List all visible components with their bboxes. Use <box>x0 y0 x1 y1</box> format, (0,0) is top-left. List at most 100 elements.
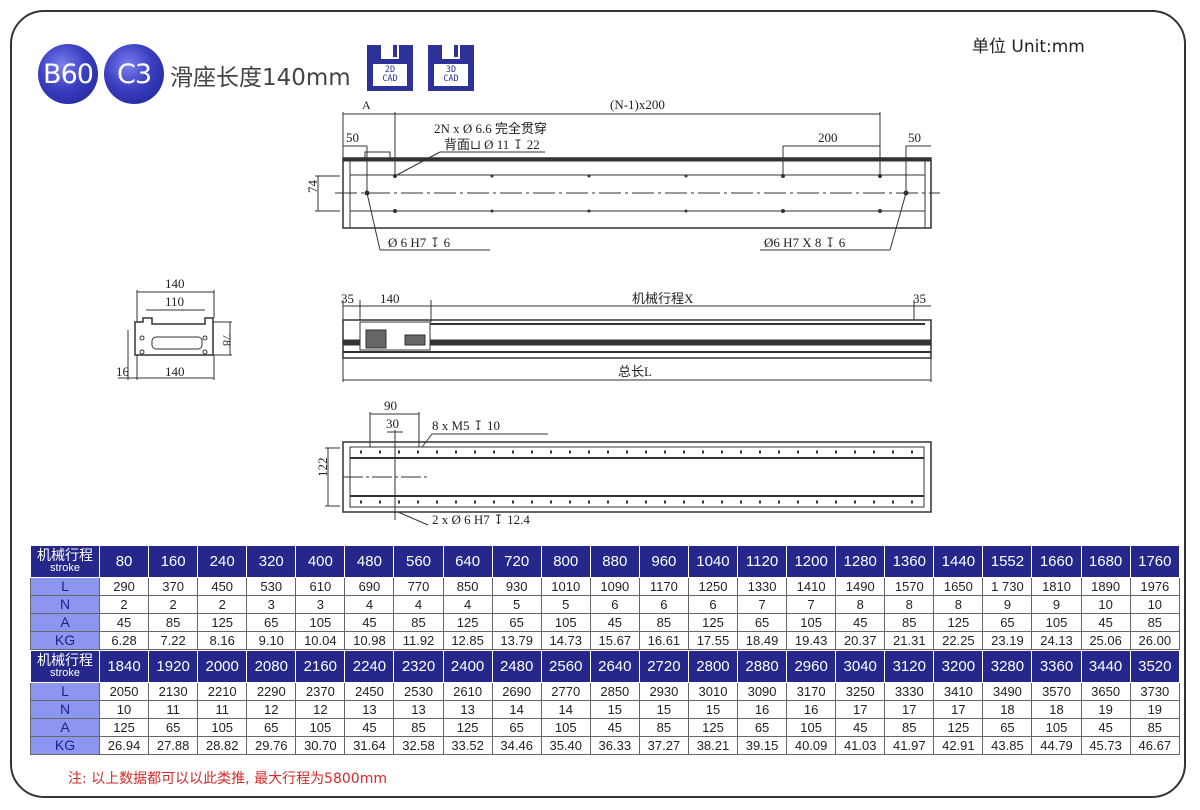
l-cell: 3730 <box>1129 682 1181 701</box>
n-cell: 10 <box>98 700 150 719</box>
stroke-cell: 2160 <box>295 650 346 683</box>
stroke-cell: 80 <box>98 545 150 578</box>
row-label: KG <box>30 631 100 650</box>
stroke-label-cn: 机械行程 <box>37 546 93 563</box>
l-cell: 2850 <box>589 682 640 701</box>
l-cell: 1010 <box>540 577 591 596</box>
stroke-cell: 2320 <box>393 650 444 683</box>
a-cell: 125 <box>933 613 984 632</box>
hole-note-1: 2N x Ø 6.6 完全贯穿 <box>434 121 547 136</box>
n-cell: 4 <box>393 595 444 614</box>
kg-cell: 30.70 <box>295 736 346 755</box>
a-cell: 125 <box>687 613 739 632</box>
end-dim-110: 110 <box>165 294 184 309</box>
l-cell: 290 <box>98 577 150 596</box>
a-cell: 65 <box>491 718 542 737</box>
l-cell: 1410 <box>786 577 837 596</box>
n-cell: 12 <box>246 700 297 719</box>
stroke-cell: 3440 <box>1080 650 1131 683</box>
stroke-header: 机械行程 stroke <box>30 545 100 578</box>
cad-2d-button[interactable]: 2D CAD <box>367 45 413 91</box>
kg-cell: 37.27 <box>638 736 689 755</box>
bottom-dim-90: 90 <box>384 398 397 413</box>
stroke-cell: 320 <box>246 545 297 578</box>
l-cell: 2050 <box>98 682 150 701</box>
kg-cell: 13.79 <box>491 631 542 650</box>
n-cell: 8 <box>884 595 935 614</box>
dim-pitch-200: 200 <box>818 130 838 145</box>
n-cell: 16 <box>786 700 837 719</box>
a-cell: 45 <box>1080 613 1131 632</box>
kg-cell: 24.13 <box>1031 631 1082 650</box>
kg-cell: 15.67 <box>589 631 640 650</box>
a-cell: 85 <box>148 613 199 632</box>
series-badge: B60 <box>38 44 98 104</box>
stroke-cell: 1552 <box>982 545 1033 578</box>
kg-cell: 38.21 <box>687 736 739 755</box>
a-cell: 85 <box>1129 613 1181 632</box>
l-cell: 1890 <box>1080 577 1131 596</box>
n-cell: 18 <box>982 700 1033 719</box>
kg-cell: 43.85 <box>982 736 1033 755</box>
kg-cell: 44.79 <box>1031 736 1082 755</box>
kg-cell: 19.43 <box>786 631 837 650</box>
stroke-cell: 640 <box>442 545 493 578</box>
kg-cell: 42.91 <box>933 736 984 755</box>
a-cell: 85 <box>393 613 444 632</box>
stroke-cell: 480 <box>344 545 395 578</box>
stroke-cell: 1440 <box>933 545 984 578</box>
a-cell: 65 <box>148 718 199 737</box>
l-cell: 2530 <box>393 682 444 701</box>
n-cell: 2 <box>197 595 248 614</box>
n-cell: 9 <box>1031 595 1082 614</box>
stroke-cell: 960 <box>638 545 689 578</box>
l-cell: 2770 <box>540 682 591 701</box>
kg-cell: 29.76 <box>246 736 297 755</box>
a-cell: 105 <box>1031 613 1082 632</box>
n-cell: 11 <box>197 700 248 719</box>
stroke-label-en: stroke <box>50 666 80 679</box>
cad-3d-button[interactable]: 3D CAD <box>428 45 474 91</box>
kg-cell: 25.06 <box>1080 631 1131 650</box>
a-cell: 105 <box>1031 718 1082 737</box>
dim-pitch-total: (N-1)x200 <box>610 97 665 112</box>
n-cell: 18 <box>1031 700 1082 719</box>
stroke-cell: 240 <box>197 545 248 578</box>
pin-note-right: Ø6 H7 X 8 ↧ 6 <box>764 235 846 250</box>
a-cell: 105 <box>197 718 248 737</box>
stroke-cell: 3280 <box>982 650 1033 683</box>
a-cell: 65 <box>491 613 542 632</box>
n-cell: 19 <box>1129 700 1181 719</box>
l-cell: 2610 <box>442 682 493 701</box>
stroke-cell: 1360 <box>884 545 935 578</box>
bottom-dim-30: 30 <box>386 416 399 431</box>
a-cell: 85 <box>884 613 935 632</box>
a-cell: 105 <box>540 613 591 632</box>
a-cell: 85 <box>884 718 935 737</box>
n-cell: 13 <box>393 700 444 719</box>
n-cell: 17 <box>933 700 984 719</box>
l-cell: 2450 <box>344 682 395 701</box>
stroke-cell: 1280 <box>835 545 886 578</box>
kg-cell: 14.73 <box>540 631 591 650</box>
bottom-dim-122: 122 <box>315 458 330 478</box>
kg-cell: 46.67 <box>1129 736 1181 755</box>
n-cell: 4 <box>344 595 395 614</box>
stroke-cell: 1040 <box>687 545 739 578</box>
thread-note: 8 x M5 ↧ 10 <box>432 418 500 433</box>
cad-2d-label-top: 2D <box>384 65 396 75</box>
n-cell: 6 <box>687 595 739 614</box>
l-cell: 1976 <box>1129 577 1181 596</box>
kg-cell: 10.98 <box>344 631 395 650</box>
kg-cell: 12.85 <box>442 631 493 650</box>
row-label: L <box>30 577 100 596</box>
a-cell: 105 <box>786 718 837 737</box>
stroke-label-en: stroke <box>50 561 80 574</box>
row-n: N 2 2 2 3 3 4 4 4 5 5 6 6 6 7 7 8 8 8 9 9 10 10 <box>30 595 1181 614</box>
kg-cell: 39.15 <box>737 736 788 755</box>
bottom-view: 90 30 8 x M5 ↧ 10 122 2 x Ø 6 H7 ↧ 12.4 <box>315 398 932 527</box>
stroke-cell: 1920 <box>148 650 199 683</box>
stroke-cell: 1660 <box>1031 545 1082 578</box>
row-a: A 125 65 105 65 105 45 85 125 65 105 45 85 125 65 105 45… <box>30 718 1181 737</box>
n-cell: 14 <box>540 700 591 719</box>
